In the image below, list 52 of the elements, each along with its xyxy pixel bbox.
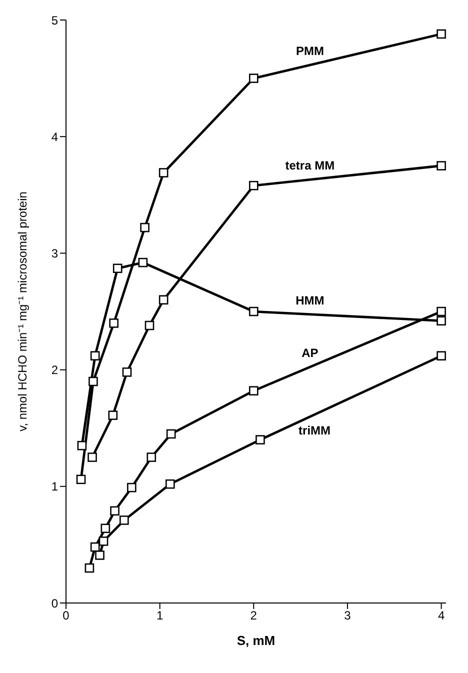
point xyxy=(158,295,168,304)
point xyxy=(144,320,154,330)
point xyxy=(436,29,446,39)
point xyxy=(84,563,94,573)
point xyxy=(249,386,258,396)
point xyxy=(436,161,446,170)
y-tick-label: 4 xyxy=(51,130,58,144)
point xyxy=(146,452,156,462)
x-tick-label: 3 xyxy=(344,608,352,623)
y-tick-label: 2 xyxy=(51,363,58,378)
point xyxy=(122,367,132,377)
point xyxy=(112,264,122,274)
x-tick-label: 4 xyxy=(438,608,445,623)
y-tick-label: 1 xyxy=(51,480,58,494)
series-label: AP xyxy=(302,346,318,360)
x-axis-title: S, mM xyxy=(236,633,276,648)
point xyxy=(127,482,136,492)
point xyxy=(108,410,118,420)
point xyxy=(88,452,97,462)
x-tick-label: 2 xyxy=(250,608,258,623)
point xyxy=(90,351,100,360)
y-axis-title: v, nmol HCHO min⁻¹ mg⁻¹ microsomal protein xyxy=(15,192,30,432)
point xyxy=(138,258,148,268)
point xyxy=(88,376,98,386)
point xyxy=(249,180,258,190)
point xyxy=(166,429,176,439)
series-label: HMM xyxy=(296,293,324,308)
point xyxy=(100,524,110,534)
point xyxy=(77,440,87,450)
point xyxy=(98,536,108,546)
point xyxy=(436,316,446,326)
point xyxy=(95,550,104,560)
point xyxy=(120,516,129,525)
point xyxy=(436,351,446,360)
point xyxy=(249,306,258,316)
point xyxy=(436,306,446,316)
point xyxy=(109,318,118,328)
series-label: triMM xyxy=(298,424,331,438)
point xyxy=(158,168,168,178)
series-label: tetra MM xyxy=(285,158,335,173)
point xyxy=(110,506,120,516)
y-tick-label: 0 xyxy=(51,596,58,610)
y-tick-label: 5 xyxy=(51,13,58,28)
point xyxy=(256,435,265,444)
point xyxy=(249,74,258,83)
point xyxy=(166,479,175,489)
point xyxy=(140,222,150,232)
x-tick-label: 0 xyxy=(62,608,70,623)
x-tick-label: 1 xyxy=(156,608,164,623)
y-tick-label: 3 xyxy=(51,246,58,260)
series-label: PMM xyxy=(296,44,324,58)
point xyxy=(76,474,86,484)
